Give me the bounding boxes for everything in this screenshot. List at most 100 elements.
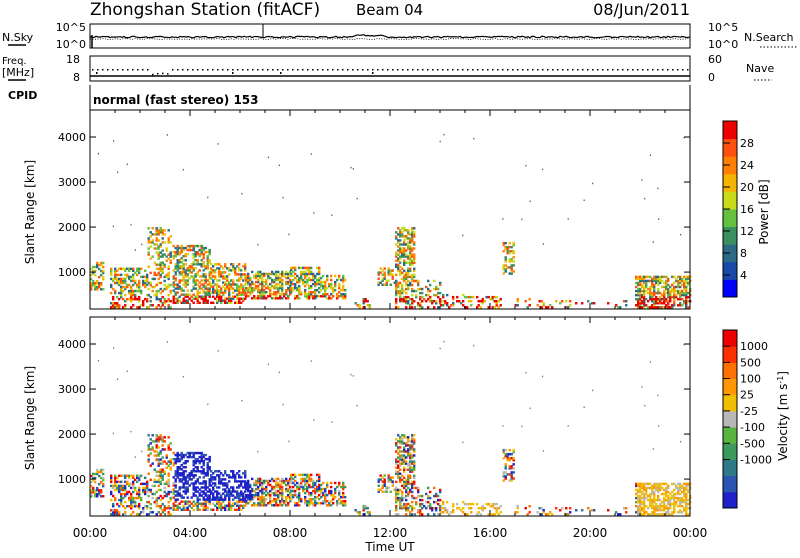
velocity-cell	[308, 475, 311, 479]
power-cell	[161, 237, 164, 240]
velocity-cell	[142, 509, 145, 512]
power-cell	[332, 295, 335, 298]
nave-point	[462, 69, 464, 71]
power-cell	[536, 304, 539, 307]
velocity-cell	[244, 490, 247, 493]
velocity-cell	[659, 504, 662, 508]
power-cell	[331, 214, 333, 216]
power-cell	[167, 241, 170, 244]
velocity-cell	[134, 486, 137, 490]
power-cell	[395, 302, 398, 305]
power-cell	[124, 285, 127, 289]
power-cell	[641, 279, 644, 283]
nave-point	[107, 69, 109, 71]
power-cell	[96, 281, 99, 285]
nave-point	[232, 72, 234, 74]
power-cell	[208, 252, 211, 256]
power-cell	[169, 306, 172, 309]
power-cell	[581, 302, 584, 305]
velocity-cell	[159, 482, 162, 486]
nave-point	[547, 69, 549, 71]
power-cell	[224, 299, 227, 302]
power-cell	[236, 287, 239, 290]
velocity-cell	[545, 513, 548, 516]
power-cell	[120, 279, 123, 283]
power-cell	[261, 295, 264, 298]
velocity-cell	[208, 457, 211, 461]
power-cell	[163, 233, 166, 236]
power-cell	[330, 293, 333, 296]
power-cell	[251, 270, 254, 274]
velocity-cell	[318, 475, 321, 479]
power-cell	[130, 289, 133, 293]
power-cell	[172, 297, 175, 300]
power-cell	[542, 168, 544, 171]
velocity-cell	[409, 468, 412, 471]
power-cell	[178, 273, 181, 276]
velocity-cell	[290, 481, 293, 485]
velocity-cell	[292, 481, 295, 485]
velocity-cell	[224, 470, 227, 473]
power-cell	[159, 251, 162, 254]
power-cell	[685, 277, 688, 281]
power-cell	[153, 261, 156, 264]
power-cell	[683, 285, 686, 289]
power-cell	[407, 229, 410, 232]
power-cell	[639, 293, 642, 297]
power-cell	[508, 260, 511, 263]
velocity-cell	[192, 486, 195, 489]
power-cell	[198, 244, 201, 248]
velocity-cell	[112, 504, 115, 508]
velocity-cell	[639, 500, 642, 504]
velocity-cell	[314, 502, 317, 505]
velocity-cell	[230, 476, 233, 479]
velocity-cell	[653, 509, 656, 512]
power-cell	[100, 269, 103, 273]
velocity-cell	[192, 494, 195, 497]
velocity-cell	[637, 513, 640, 516]
power-cell	[184, 269, 187, 272]
power-cell	[417, 304, 420, 307]
power-cell	[506, 252, 509, 255]
power-cell	[362, 302, 365, 305]
velocity-cell	[159, 480, 162, 484]
velocity-cell	[679, 492, 682, 496]
power-cell	[174, 277, 177, 280]
velocity-cell	[124, 480, 127, 484]
velocity-cell	[411, 509, 414, 512]
velocity-cell	[226, 474, 229, 477]
velocity-cell	[403, 448, 406, 451]
velocity-cell	[161, 502, 164, 506]
power-cell	[94, 281, 97, 285]
power-cell	[495, 304, 498, 307]
velocity-cell	[116, 502, 119, 506]
power-cell	[639, 299, 642, 303]
velocity-cell	[230, 504, 233, 507]
velocity-cell	[298, 497, 301, 501]
power-cell	[285, 293, 288, 296]
velocity-cell	[204, 472, 207, 475]
nave-point	[302, 69, 304, 71]
power-cell	[409, 275, 412, 279]
velocity-cell	[180, 451, 183, 455]
velocity-cell	[354, 509, 357, 512]
power-cell	[304, 272, 307, 276]
power-cell	[236, 289, 239, 292]
power-cell	[263, 280, 266, 284]
power-cell	[340, 295, 343, 298]
power-cell	[623, 299, 626, 303]
power-cell	[174, 267, 177, 270]
velocity-cell	[536, 511, 539, 514]
velocity-cell	[452, 504, 455, 508]
velocity-cell	[192, 500, 195, 503]
power-cell	[502, 250, 505, 253]
power-cell	[651, 291, 654, 295]
velocity-cell	[275, 502, 278, 505]
velocity-cell	[216, 470, 219, 473]
power-cell	[138, 269, 141, 273]
power-cell	[112, 306, 115, 309]
velocity-cell	[245, 485, 248, 489]
velocity-cell	[407, 474, 410, 478]
velocity-cell	[413, 462, 416, 465]
velocity-cell	[196, 504, 199, 507]
